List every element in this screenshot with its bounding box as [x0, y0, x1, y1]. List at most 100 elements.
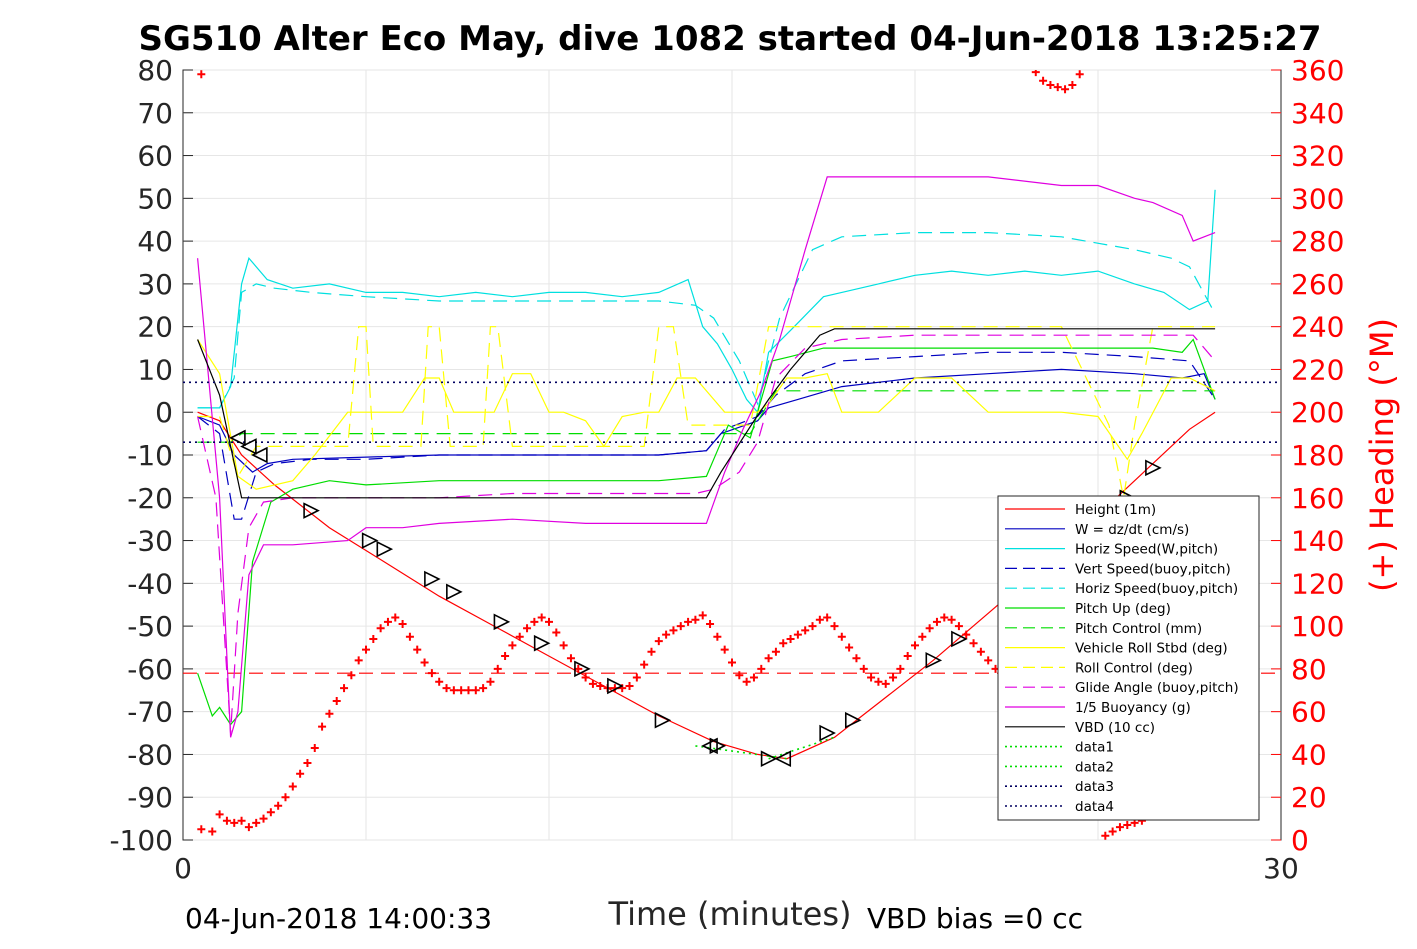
heading-marker [1053, 83, 1062, 92]
heading-marker [376, 624, 385, 633]
heading-marker [588, 679, 597, 688]
heading-marker [801, 626, 810, 635]
heading-marker [197, 70, 206, 79]
heading-marker [581, 673, 590, 682]
heading-marker [932, 617, 941, 626]
heading-tick-label: 140 [1291, 525, 1344, 558]
heading-marker [274, 801, 283, 810]
y-tick-label: -80 [127, 738, 173, 771]
x-tick-label: 0 [174, 852, 192, 885]
heading-marker [662, 630, 671, 639]
series-line-pitch-up-deg- [197, 338, 1216, 726]
heading-tick-label: 60 [1291, 696, 1327, 729]
x-axis-label: Time (minutes) [608, 895, 852, 933]
heading-marker [749, 673, 758, 682]
heading-marker [523, 624, 532, 633]
heading-marker [354, 656, 363, 665]
heading-marker [640, 660, 649, 669]
heading-marker [742, 677, 751, 686]
heading-marker [303, 759, 312, 767]
triangle-marker-left [229, 429, 246, 447]
heading-marker [259, 814, 268, 823]
triangle-marker-right [819, 724, 836, 742]
heading-marker [676, 622, 685, 631]
heading-marker [449, 686, 458, 695]
chart-title: SG510 Alter Eco May, dive 1082 started 0… [138, 19, 1321, 59]
heading-marker [420, 658, 429, 667]
heading-marker [632, 673, 641, 682]
heading-tick-label: 180 [1291, 439, 1344, 472]
triangle-marker-right [951, 630, 968, 648]
heading-tick-label: 200 [1291, 396, 1344, 429]
legend-label: Horiz Speed(buoy,pitch) [1075, 581, 1238, 597]
triangle-marker-right [446, 583, 463, 601]
legend-label: Horiz Speed(W,pitch) [1075, 542, 1218, 558]
legend-label: Glide Angle (buoy,pitch) [1075, 680, 1239, 696]
series-line-pitch-control-mm- [197, 390, 1216, 443]
heading-marker [823, 613, 832, 622]
heading-marker [244, 823, 253, 832]
heading-marker [691, 615, 700, 624]
axis-layer: 80706050403020100-10-20-30-40-50-60-70-8… [109, 54, 1344, 885]
heading-marker [1046, 80, 1055, 89]
legend-label: Vehicle Roll Stbd (deg) [1075, 641, 1228, 657]
heading-marker [230, 818, 239, 827]
heading-marker [654, 637, 663, 646]
heading-marker [222, 816, 231, 825]
heading-marker [1115, 823, 1124, 832]
heading-marker [215, 810, 224, 819]
y-tick-label: 20 [137, 311, 173, 344]
heading-marker [501, 652, 510, 661]
heading-tick-label: 0 [1291, 824, 1309, 857]
heading-marker [1031, 70, 1040, 77]
triangle-marker-right [844, 711, 862, 729]
heading-marker [508, 641, 517, 650]
triangle-marker-left [251, 446, 268, 464]
y-tick-label: 0 [155, 396, 173, 429]
legend-label: Pitch Control (mm) [1075, 621, 1202, 637]
series-line-glide-angle-buoy-pitch- [197, 334, 1216, 734]
heading-marker [918, 632, 927, 641]
heading-marker [266, 808, 275, 817]
heading-marker [208, 827, 217, 836]
heading-marker [493, 664, 502, 673]
heading-marker [720, 645, 729, 654]
heading-marker [1108, 827, 1117, 836]
heading-marker [1039, 76, 1048, 85]
heading-tick-label: 40 [1291, 738, 1327, 771]
heading-marker [779, 639, 788, 648]
heading-marker [515, 632, 524, 641]
y-tick-label: 60 [137, 140, 173, 173]
series-line-w-dz-dt-cm-s- [197, 368, 1216, 473]
heading-marker [954, 622, 963, 631]
heading-marker [647, 647, 656, 656]
heading-marker [852, 654, 861, 663]
legend-label: data3 [1075, 779, 1114, 795]
heading-marker [537, 613, 546, 622]
heading-marker [435, 677, 444, 686]
heading-tick-label: 320 [1291, 140, 1344, 173]
legend-label: W = dz/dt (cm/s) [1075, 522, 1189, 538]
heading-marker [391, 613, 400, 622]
heading-marker [969, 639, 978, 648]
heading-marker [405, 632, 414, 641]
y-tick-label: -20 [127, 482, 173, 515]
heading-marker [896, 664, 905, 673]
heading-tick-label: 120 [1291, 567, 1344, 600]
series-line-vbd-10-cc- [197, 328, 1216, 499]
heading-tick-label: 360 [1291, 54, 1344, 87]
y-tick-label: 10 [137, 353, 173, 386]
heading-tick-label: 240 [1291, 311, 1344, 344]
heading-marker [771, 647, 780, 656]
y-tick-label: -90 [127, 781, 173, 814]
vbd-bias-label: VBD bias =0 cc [867, 902, 1083, 935]
y-tick-label: -40 [127, 567, 173, 600]
y-tick-label: -70 [127, 696, 173, 729]
triangle-marker-right [1145, 459, 1162, 477]
heading-marker [625, 682, 634, 690]
heading-marker [310, 744, 319, 753]
heading-tick-label: 20 [1291, 781, 1327, 814]
y-tick-label: 70 [137, 97, 173, 130]
